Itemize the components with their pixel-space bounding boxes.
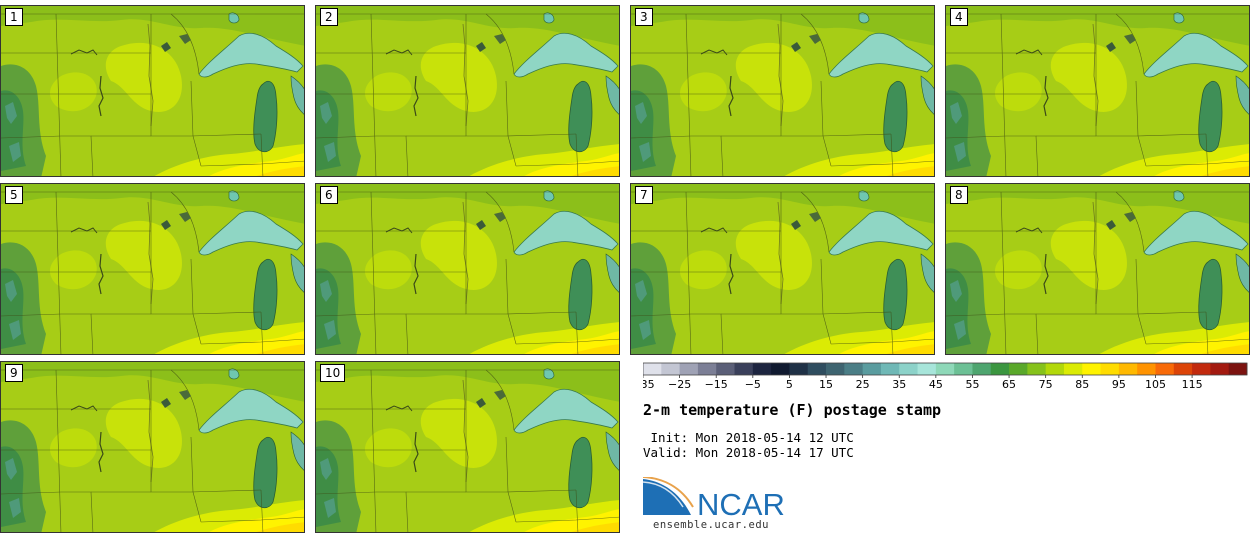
colorbar-tick-label: 25 (856, 378, 870, 390)
temperature-map (1, 362, 305, 533)
colorbar-tick-label: −25 (668, 378, 691, 390)
temperature-colorbar: −35 −25 −15 −5 5 15 25 35 45 55 65 75 85 95 105 115 (643, 362, 1248, 390)
colorbar-tick-label: 55 (965, 378, 979, 390)
colorbar-tick-label: 35 (892, 378, 906, 390)
colorbar-swatch (1082, 363, 1101, 375)
colorbar-swatch (880, 363, 900, 375)
valid-time: Valid: Mon 2018-05-14 17 UTC (643, 445, 854, 460)
colorbar-tick-label: 15 (819, 378, 833, 390)
colorbar-swatch (990, 363, 1010, 375)
colorbar-swatch (716, 363, 735, 375)
panel-label: 2 (320, 8, 338, 26)
colorbar-swatch (899, 363, 918, 375)
colorbar-tick-label: −35 (643, 378, 655, 390)
map-panel: 10 (315, 361, 620, 533)
map-panel: 1 (0, 5, 305, 177)
colorbar-tick-label: 45 (929, 378, 943, 390)
colorbar-swatch (917, 363, 937, 375)
colorbar-swatch (844, 363, 864, 375)
temperature-map (1, 6, 305, 177)
init-time: Init: Mon 2018-05-14 12 UTC (643, 430, 854, 445)
panel-label: 9 (5, 364, 23, 382)
plot-title: 2-m temperature (F) postage stamp (643, 401, 942, 419)
map-panel: 4 (945, 5, 1250, 177)
colorbar-tick-label: 105 (1145, 378, 1166, 390)
colorbar-swatch (789, 363, 809, 375)
site-url: ensemble.ucar.edu (653, 519, 769, 531)
colorbar-swatch (771, 363, 790, 375)
colorbar-tick-label: 65 (1002, 378, 1016, 390)
panel-label: 6 (320, 186, 338, 204)
colorbar-tick-label: 95 (1112, 378, 1126, 390)
colorbar-swatch (1137, 363, 1156, 375)
colorbar-swatch (1173, 363, 1193, 375)
panel-label: 7 (635, 186, 653, 204)
ncar-wordmark: NCAR (697, 487, 785, 519)
temperature-map (946, 184, 1250, 355)
colorbar-swatch (661, 363, 680, 375)
colorbar-swatch (1027, 363, 1047, 375)
colorbar-swatch (1210, 363, 1230, 375)
temperature-map (316, 6, 620, 177)
temperature-map (1, 184, 305, 355)
colorbar-swatch (1009, 363, 1028, 375)
colorbar-swatch (954, 363, 973, 375)
colorbar-swatch (734, 363, 754, 375)
colorbar-swatch (935, 363, 955, 375)
colorbar-tick-label: 75 (1039, 378, 1053, 390)
colorbar-swatch (826, 363, 845, 375)
temperature-map (631, 184, 935, 355)
colorbar-swatch (1063, 363, 1083, 375)
map-panel: 8 (945, 183, 1250, 355)
panel-label: 1 (5, 8, 23, 26)
colorbar-swatch (972, 363, 992, 375)
panel-label: 8 (950, 186, 968, 204)
map-panel: 3 (630, 5, 935, 177)
panel-label: 5 (5, 186, 23, 204)
colorbar-swatch (643, 363, 662, 375)
map-panel: 5 (0, 183, 305, 355)
colorbar-swatch (807, 363, 827, 375)
map-panel: 6 (315, 183, 620, 355)
temperature-map (316, 184, 620, 355)
colorbar-tick-label: −15 (705, 378, 728, 390)
colorbar-swatch (679, 363, 699, 375)
panel-label: 4 (950, 8, 968, 26)
ncar-logo: NCAR (643, 477, 785, 519)
map-panel: 2 (315, 5, 620, 177)
panel-label: 10 (320, 364, 346, 382)
map-panel: 7 (630, 183, 935, 355)
temperature-map (316, 362, 620, 533)
colorbar-tick-label: −5 (745, 378, 761, 390)
colorbar-swatch (1100, 363, 1120, 375)
panel-label: 3 (635, 8, 653, 26)
colorbar-swatch (697, 363, 717, 375)
colorbar-swatch (1228, 363, 1248, 375)
colorbar-swatch (752, 363, 772, 375)
map-panel: 9 (0, 361, 305, 533)
colorbar-swatch (1192, 363, 1211, 375)
temperature-map (946, 6, 1250, 177)
colorbar-swatch (862, 363, 882, 375)
colorbar-tick-label: 115 (1182, 378, 1203, 390)
colorbar-tick-label: 5 (786, 378, 793, 390)
colorbar-tick-label: 85 (1075, 378, 1089, 390)
ncar-swoosh-icon (643, 479, 691, 515)
colorbar-swatch (1155, 363, 1175, 375)
temperature-map (631, 6, 935, 177)
colorbar-swatch (1118, 363, 1138, 375)
colorbar-swatch (1045, 363, 1065, 375)
